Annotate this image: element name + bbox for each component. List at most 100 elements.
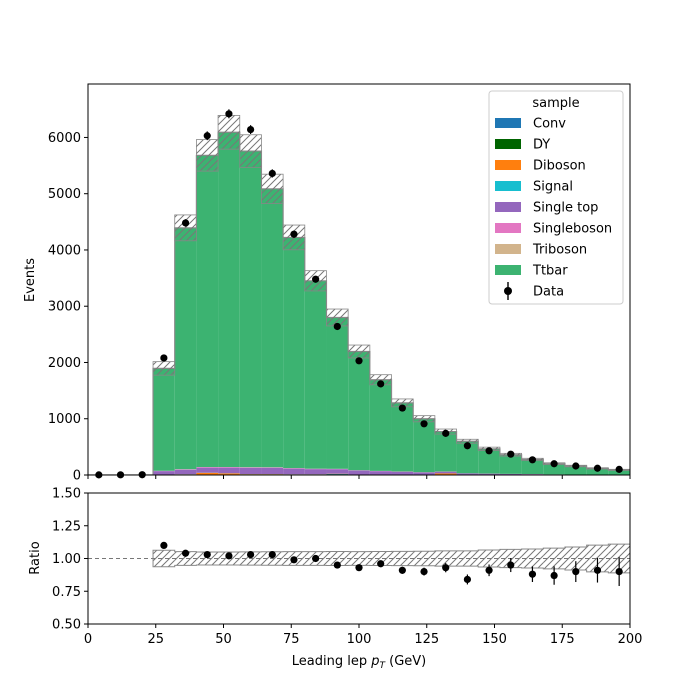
bar-diboson-5	[196, 472, 219, 475]
bar-single-top-5	[196, 467, 219, 473]
ratio-unc-8	[261, 551, 284, 566]
bar-ttbar-3	[153, 368, 175, 471]
legend-label-signal: Signal	[533, 180, 573, 195]
ratio-point-21	[550, 571, 558, 580]
legend-label-dy: DY	[533, 138, 550, 153]
ratio-unc-18	[478, 550, 500, 567]
ratio-unc-20	[521, 549, 544, 568]
main-y-tick-label-0: 0	[73, 469, 81, 484]
data-point-15	[420, 420, 428, 428]
ratio-unc-4	[174, 551, 197, 566]
bar-ttbar-18	[478, 448, 500, 474]
ratio-unc-5	[196, 552, 219, 565]
mc-unc-8	[261, 173, 284, 204]
bar-single-top-16	[434, 471, 457, 474]
ratio-x-ticks: 0 25 50 75 100 125 150 175 200	[84, 624, 642, 647]
ratio-point-14	[398, 566, 406, 574]
legend-title: sample	[532, 96, 579, 111]
main-x-ticks	[87, 475, 631, 479]
legend-swatch-signal	[495, 181, 521, 191]
bar-ttbar-7	[239, 151, 262, 468]
x-tick-label-100: 100	[347, 632, 372, 647]
ratio-point-8	[268, 550, 276, 559]
bar-ttbar-5	[196, 155, 219, 468]
legend-label-diboson: Diboson	[533, 159, 586, 174]
ratio-point-11	[333, 561, 341, 569]
mc-unc-3	[152, 361, 176, 376]
ratio-unc-15	[413, 551, 435, 566]
mc-unc-12	[347, 344, 371, 359]
ratio-point-20	[528, 570, 537, 578]
ratio-point-22	[572, 568, 580, 576]
ratio-point-13	[377, 560, 385, 568]
main-y-axis-label: Events	[23, 258, 38, 302]
data-point-12	[355, 357, 363, 365]
data-point-3	[160, 354, 168, 362]
ratio-unc-11	[326, 551, 349, 566]
bar-single-top-18	[478, 473, 500, 475]
legend-label-singleboson: Singleboson	[533, 222, 612, 237]
ratio-panel: 0.50 0.75 1.00 1.25 1.50 0 25 50 75 100 125 150 175…	[28, 487, 642, 648]
bar-single-top-6	[218, 467, 240, 474]
ratio-unc-13	[369, 551, 392, 566]
ratio-point-9	[290, 556, 298, 564]
data-point-19	[507, 450, 515, 458]
bar-singleboson-6	[218, 467, 240, 468]
ratio-y-axis-label: Ratio	[28, 541, 43, 574]
ratio-unc-14	[391, 551, 414, 566]
bar-ttbar-13	[369, 379, 392, 471]
data-points	[95, 109, 623, 479]
bar-ttbar-4	[174, 227, 197, 470]
ratio-point-4	[181, 549, 190, 557]
x-tick-label-175: 175	[550, 632, 575, 647]
bar-ttbar-8	[261, 188, 284, 468]
ratio-unc-22	[564, 546, 587, 571]
bar-single-top-11	[326, 469, 349, 474]
ratio-unc-17	[456, 550, 479, 567]
legend-swatch-dy	[495, 139, 521, 149]
bar-ttbar-12	[348, 351, 370, 471]
bar-ttbar-20	[521, 459, 544, 475]
data-point-7	[247, 125, 255, 134]
ratio-point-16	[442, 564, 450, 572]
ratio-point-19	[507, 561, 515, 569]
x-tick-label-0: 0	[84, 632, 92, 647]
data-point-17	[463, 442, 471, 450]
ratio-point-3	[160, 541, 168, 550]
ratio-uncertainty-band	[152, 543, 630, 574]
ratio-unc-21	[543, 548, 565, 569]
bar-single-top-4	[174, 469, 197, 475]
ratio-unc-outline	[152, 543, 630, 574]
bar-single-top-12	[348, 470, 370, 475]
bar-single-top-3	[153, 471, 175, 475]
legend-swatch-triboson	[495, 244, 521, 254]
ratio-y-tick-label-0: 0.50	[52, 618, 81, 633]
main-y-tick-label-3000: 3000	[48, 300, 81, 315]
bar-ttbar-19	[499, 454, 522, 474]
ratio-point-23	[593, 566, 602, 574]
data-point-11	[333, 322, 341, 331]
ratio-unc-16	[434, 550, 457, 567]
legend-swatch-data	[504, 287, 512, 295]
legend-label-triboson: Triboson	[532, 243, 587, 258]
bar-single-top-8	[261, 467, 284, 475]
ratio-y-ticks: 0.50 0.75 1.00 1.25 1.50	[52, 487, 88, 633]
ratio-y-tick-label-4: 1.50	[52, 487, 81, 502]
bar-ttbar-11	[326, 317, 349, 469]
legend-swatch-diboson	[495, 160, 521, 170]
bar-single-top-17	[456, 473, 479, 475]
legend-label-conv: Conv	[533, 117, 566, 132]
legend-frame	[488, 90, 624, 305]
data-point-18	[485, 447, 493, 455]
bar-ttbar-22	[564, 466, 587, 475]
ratio-unc-12	[348, 551, 370, 566]
mc-unc-4	[174, 214, 197, 242]
ratio-y-tick-label-2: 1.00	[52, 552, 81, 567]
main-y-tick-label-1000: 1000	[48, 412, 81, 427]
ratio-point-7	[247, 550, 255, 559]
main-y-ticks: 0 1000 2000 3000 4000 5000 6000	[48, 131, 88, 484]
legend-label-single-top: Single top	[533, 201, 598, 216]
bar-ttbar-6	[218, 132, 240, 468]
x-tick-label-50: 50	[215, 632, 232, 647]
